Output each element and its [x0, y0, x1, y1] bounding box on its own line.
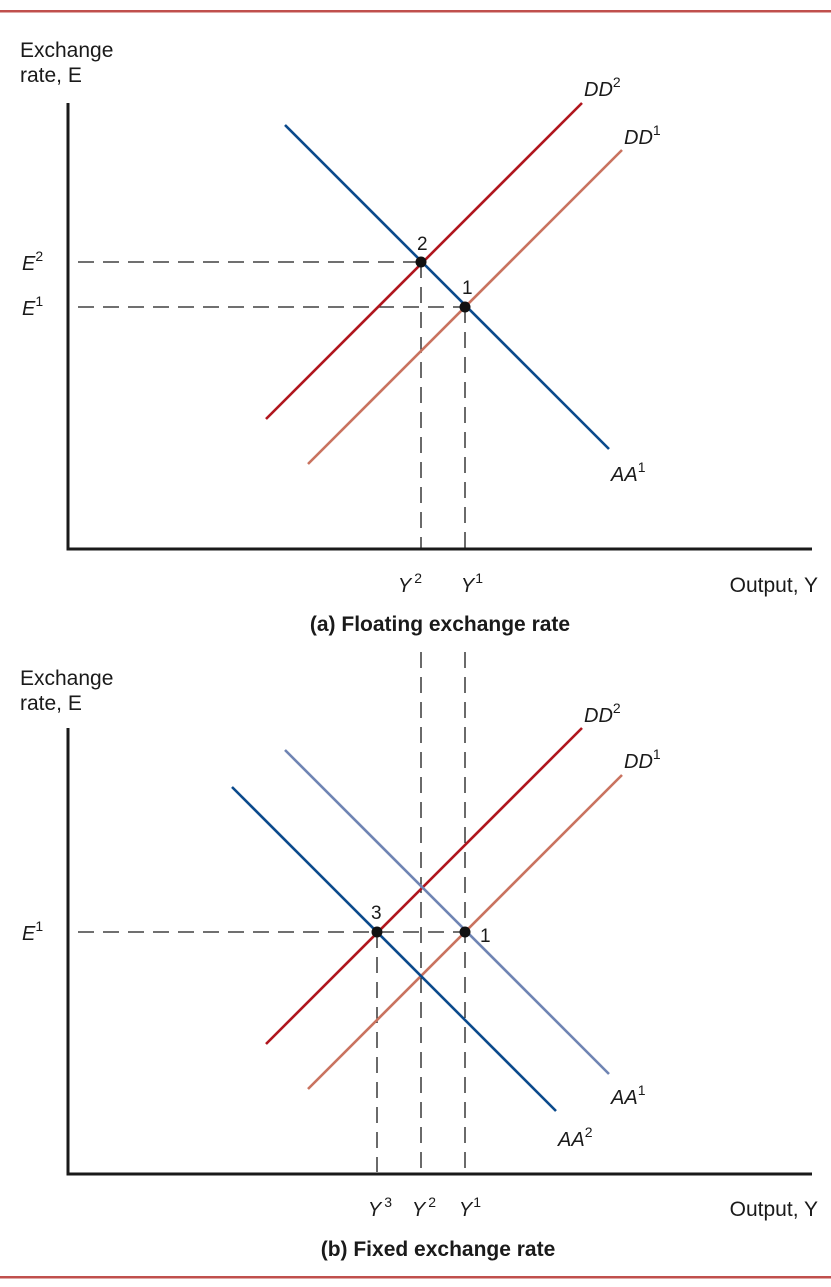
- panel-b-aa2-label: AA2: [557, 1124, 593, 1151]
- panel-b-y-tick-e1: E1: [22, 918, 43, 945]
- panel-b-dd2-label: DD2: [584, 700, 621, 727]
- panel-b-aa1-label: AA1: [610, 1082, 646, 1109]
- bottom-rule: [0, 1276, 831, 1279]
- panel-b-axes: [66, 728, 812, 1176]
- panel-b-x-tick-y1: Y1: [459, 1194, 481, 1221]
- panel-a-aa1-curve: [284, 124, 610, 450]
- panel-b-y-axis-title-line2: rate, E: [20, 692, 82, 715]
- panel-b-x-axis-title: Output, Y: [730, 1198, 818, 1221]
- panel-b: Exchange rate, E 3 1 DD2 DD1 AA1 AA2 E1 …: [20, 652, 818, 1261]
- top-rule: [0, 10, 831, 13]
- panel-a-aa1-label: AA1: [610, 459, 646, 486]
- panel-b-point-1-label: 1: [480, 926, 491, 947]
- panel-a-point-1-dot: [459, 301, 471, 313]
- panel-b-dd2-curve: [265, 727, 583, 1045]
- panel-b-aa1-curve: [284, 749, 610, 1075]
- panel-a-y-axis-title-line2: rate, E: [20, 64, 82, 87]
- panel-a-y-axis-title-line1: Exchange: [20, 39, 113, 62]
- panel-b-point-1-dot: [459, 926, 471, 938]
- panel-b-point-3-dot: [371, 926, 383, 938]
- panel-a-dd2-label: DD2: [584, 74, 621, 101]
- panel-a-caption: (a) Floating exchange rate: [310, 613, 570, 636]
- panel-a-dd1-label: DD1: [624, 122, 661, 149]
- panel-b-aa2-curve: [231, 786, 557, 1112]
- panel-a-y-tick-e1: E1: [22, 293, 43, 320]
- panel-a-point-2-label: 2: [417, 234, 428, 255]
- panel-a: Exchange rate, E 2 1 DD2 DD1 AA1 E2 E1 Y…: [20, 39, 818, 636]
- panel-a-axes: [66, 103, 812, 551]
- panel-b-caption: (b) Fixed exchange rate: [321, 1238, 556, 1261]
- panel-b-dd1-label: DD1: [624, 746, 661, 773]
- panel-a-x-axis-title: Output, Y: [730, 574, 818, 597]
- panel-a-point-1-label: 1: [462, 278, 473, 299]
- panel-a-x-tick-y1: Y1: [461, 570, 483, 597]
- panel-b-y-axis-title-line1: Exchange: [20, 667, 113, 690]
- panel-b-point-3-label: 3: [371, 903, 382, 924]
- panel-a-y-tick-e2: E2: [22, 248, 43, 275]
- panel-a-point-2-dot: [415, 256, 427, 268]
